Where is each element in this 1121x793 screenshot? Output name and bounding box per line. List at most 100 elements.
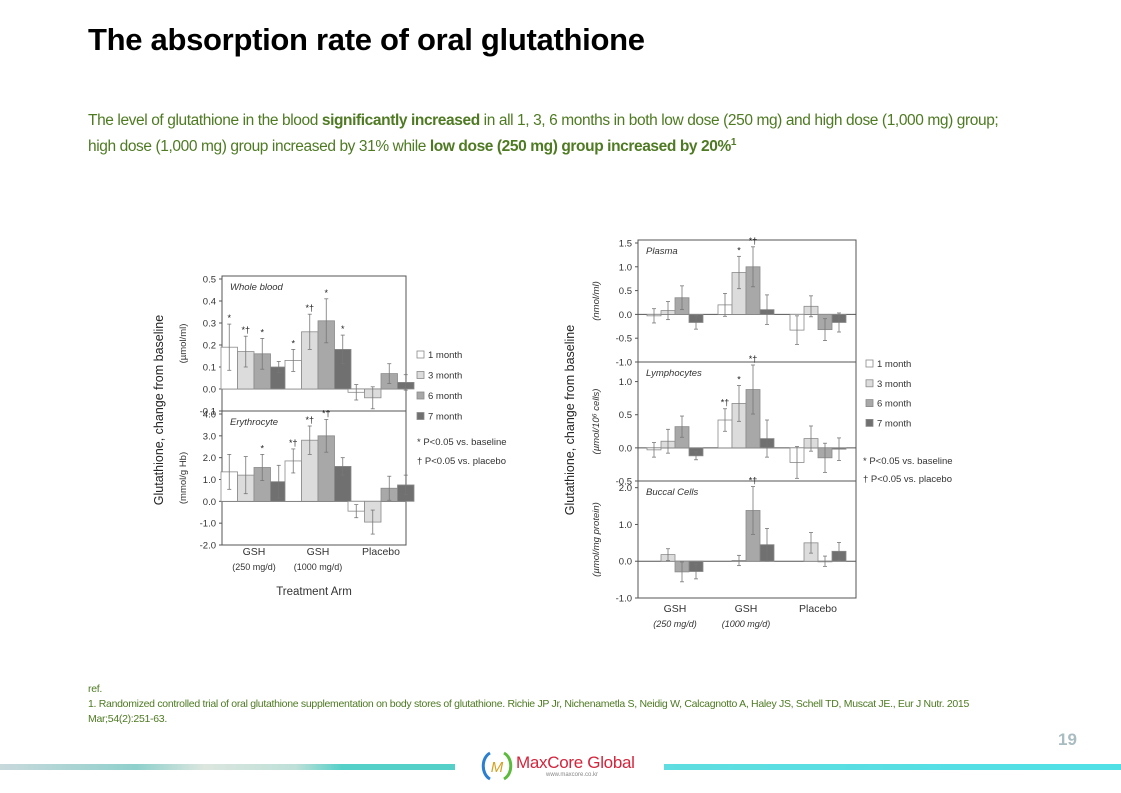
desc-text-1: The level of glutathione in the blood [88,112,322,129]
x-category-sublabel: (250 mg/d) [653,619,697,629]
y-unit-label: (mmol/g Hb) [178,452,189,504]
legend-label: 7 month [428,412,462,423]
panel-buccal-cells: 2.0 1.0 0.0 -1.0 (µmol/mg protein) Buccal Cel… [591,476,857,605]
significance-mark: *† [241,325,250,335]
legend-label: 1 month [877,359,911,370]
x-category-label: Placebo [362,546,400,558]
y-tick-label: 0.4 [203,297,216,308]
x-category-label: GSH [243,546,266,558]
y-tick-label: 0.5 [203,275,216,286]
y-tick-label: 0.0 [619,557,632,568]
panel-plasma: 1.5 1.0 0.5 0.0 -0.5 -1.0 (nmol/ml) Plasma * *† [591,236,857,369]
legend-label: 1 month [428,350,462,361]
panel-whole-blood: 0.5 0.4 0.3 0.2 0.1 0.0 -0.1 (µmol/ml) Whole blo… [178,275,415,418]
y-tick-label: -0.5 [616,334,632,345]
significance-mark: *† [305,415,314,425]
legend-swatch [865,418,874,427]
y-unit-label: (µmol/ml) [178,324,189,364]
significance-mark: *† [721,398,730,408]
page-number: 19 [1058,730,1077,749]
company-logo: M MaxCore Global www.maxcore.co.kr [480,750,655,782]
footer-bar-right [664,764,1121,770]
y-tick-label: 1.0 [203,475,216,486]
significance-mark: * [324,288,328,298]
legend-label: 3 month [877,379,911,390]
y-tick-label: 3.0 [203,431,216,442]
x-category-sublabel: (250 mg/d) [232,562,276,572]
y-tick-label: -0.1 [200,407,216,418]
panel-title: Buccal Cells [646,487,699,498]
legend-swatch [865,399,874,408]
y-tick-label: -0.5 [616,477,632,488]
legend-label: 7 month [877,418,911,429]
significance-mark: *† [749,476,758,486]
panel-title: Lymphocytes [646,368,702,379]
slide-title: The absorption rate of oral glutathione [88,22,645,57]
y-tick-label: -2.0 [200,541,216,552]
y-tick-label: -1.0 [200,519,216,530]
reference-label: ref. [88,683,102,695]
x-category-sublabel: (1000 mg/d) [294,562,343,572]
legend-swatch [416,391,425,400]
y-tick-label: 1.0 [619,377,632,388]
desc-text-2: in all 1, 3, 6 months in both low dose (… [88,112,999,156]
significance-mark: *† [305,303,314,313]
significance-mark: * [227,313,231,323]
y-tick-label: 1.0 [619,520,632,531]
reference-block: ref. 1. Randomized controlled trial of o… [88,682,1028,727]
desc-bold-2: low dose (250 mg) group increased by 20%… [429,137,737,156]
y-unit-label: (nmol/ml) [591,281,602,321]
reference-text: 1. Randomized controlled trial of oral g… [88,698,970,725]
panel-title: Plasma [646,246,678,257]
logo-url: www.maxcore.co.kr [546,772,599,778]
significance-mark: * [737,375,741,385]
panel-title: Whole blood [230,282,284,293]
logo-text: MaxCore Global [516,753,635,772]
footnote-marker: 1 [730,137,737,148]
y-tick-label: -1.0 [616,594,632,605]
legend-swatch [416,412,425,420]
significance-note: * P<0.05 vs. baseline [417,437,507,448]
desc-bold-2-text: low dose (250 mg) group increased by 20% [429,138,731,156]
chart-1: Glutathione, change from baseline 0.5 0.4 0… [152,275,507,599]
legend-label: 6 month [877,399,911,410]
significance-note: * P<0.05 vs. baseline [863,456,953,467]
desc-bold-1: significantly increased [321,112,480,129]
legend-swatch [416,350,425,359]
footer-bar-left [0,764,455,770]
y-tick-label: 1.5 [619,239,632,250]
x-category-label: GSH [664,603,687,615]
y-unit-label: (µmol/mg protein) [591,502,602,577]
y-axis-title: Glutathione, change from baseline [152,315,166,505]
significance-note: † P<0.05 vs. placebo [417,456,506,467]
y-tick-label: 2.0 [203,453,216,464]
y-tick-label: 0.5 [619,286,632,297]
y-tick-label: 0.2 [203,341,216,352]
y-tick-label: 0.0 [203,385,216,396]
significance-mark: * [737,245,741,255]
y-tick-label: 1.0 [619,262,632,273]
y-tick-label: 4.0 [203,410,216,421]
y-tick-label: 2.0 [619,483,632,494]
panel-title: Erythrocyte [230,417,278,428]
y-tick-label: 0.0 [619,310,632,321]
y-tick-label: -1.0 [616,358,632,369]
y-tick-label: 0.0 [619,443,632,454]
x-category-label: Placebo [799,603,837,615]
chart-2: Glutathione, change from baseline 1.5 1.0 0… [563,236,953,629]
x-category-label: GSH [307,546,330,558]
panel-erythrocyte: 4.0 3.0 2.0 1.0 0.0 -1.0 -2.0 (mmol/g Hb) Erythr… [178,408,415,552]
significance-mark: * [260,327,264,337]
significance-mark: * [341,324,345,334]
legend-swatch [865,379,874,388]
panel-frame [637,480,857,599]
significance-mark: *† [322,408,331,418]
svg-text:M: M [491,759,504,776]
significance-mark: * [291,338,295,348]
y-tick-label: 0.0 [203,497,216,508]
significance-mark: *† [749,236,758,246]
legend-label: 6 month [428,391,462,402]
x-category-label: GSH [735,603,758,615]
significance-mark: *† [749,354,758,364]
y-tick-label: 0.3 [203,319,216,330]
